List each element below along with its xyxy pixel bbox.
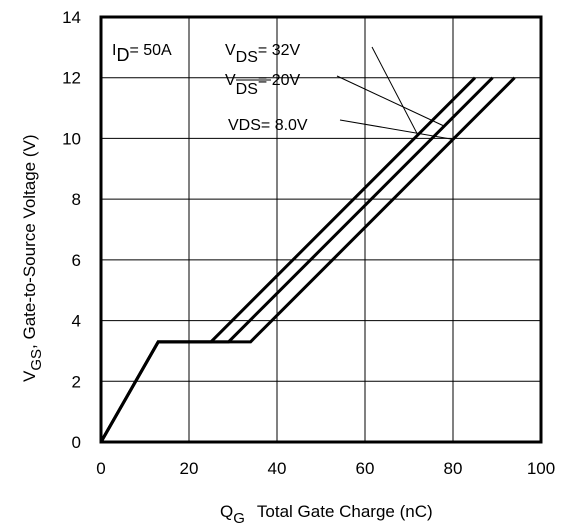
leader-line-2 xyxy=(336,75,445,127)
x-tick-label: 100 xyxy=(527,459,555,478)
annotation-vds-32-rest: = 32V xyxy=(258,42,301,59)
annotation-vds-8: VDS= 8.0V xyxy=(228,117,308,134)
leader-line-3 xyxy=(339,119,454,140)
annotation-vds-20-sub: DS xyxy=(236,81,258,98)
annotation-vds-20: VDS= 20V xyxy=(225,72,300,98)
y-tick-label: 4 xyxy=(72,312,81,331)
y-tick-label: 2 xyxy=(72,372,81,391)
x-axis-title-rest: Total Gate Charge (nC) xyxy=(257,502,433,521)
y-axis-title-sub: GS xyxy=(28,349,45,371)
x-axis-title: QG Total Gate Charge (nC) xyxy=(220,502,433,527)
series-lines xyxy=(99,76,516,443)
annotation-vds-20-rest: = 20V xyxy=(258,72,301,89)
y-axis-title-main: V xyxy=(20,370,39,382)
x-axis-title-main: Q xyxy=(220,502,233,521)
annotation-id-rest: = 50A xyxy=(129,42,172,59)
y-tick-label: 6 xyxy=(72,251,81,270)
y-tick-labels: 0 2 4 6 8 10 12 14 xyxy=(62,8,81,452)
series-line-3 xyxy=(99,76,516,443)
x-tick-label: 20 xyxy=(180,459,199,478)
x-tick-label: 60 xyxy=(356,459,375,478)
annotation-id: ID= 50A xyxy=(112,42,172,65)
y-axis-title: VGS, Gate-to-Source Voltage (V) xyxy=(20,134,45,382)
y-axis-title-rest: , Gate-to-Source Voltage (V) xyxy=(20,134,39,349)
x-tick-label: 0 xyxy=(96,459,105,478)
y-tick-label: 0 xyxy=(72,433,81,452)
x-tick-label: 80 xyxy=(444,459,463,478)
x-tick-labels: 0 20 40 60 80 100 xyxy=(96,459,555,478)
y-tick-label: 8 xyxy=(72,190,81,209)
y-tick-label: 10 xyxy=(62,129,81,148)
annotation-vds-20-main: V xyxy=(225,72,236,89)
y-tick-label: 12 xyxy=(62,69,81,88)
annotation-vds-32: VDS= 32V xyxy=(225,42,300,66)
annotation-id-sub: D xyxy=(116,45,129,65)
x-tick-label: 40 xyxy=(268,459,287,478)
grid-lines xyxy=(101,17,541,442)
annotation-vds-32-sub: DS xyxy=(236,49,258,66)
annotation-id-main: I xyxy=(112,42,116,59)
plot-frame xyxy=(99,15,543,444)
leader-line-1 xyxy=(371,46,419,136)
y-tick-label: 14 xyxy=(62,8,81,27)
x-axis-title-sub: G xyxy=(233,510,245,527)
annotation-vds-32-main: V xyxy=(225,42,236,59)
annotation-leader-lines xyxy=(336,46,454,140)
